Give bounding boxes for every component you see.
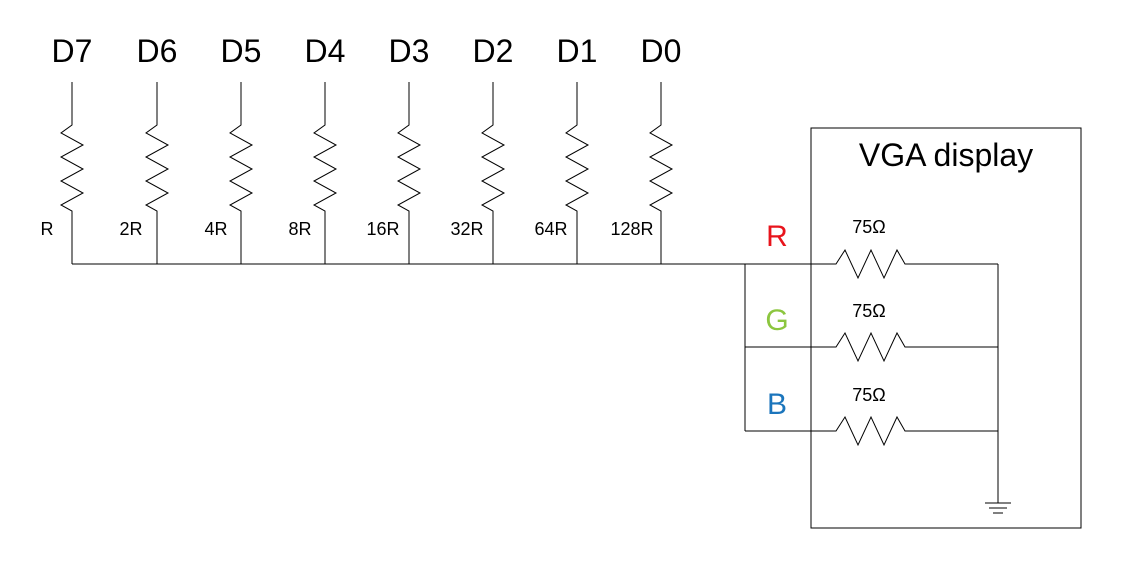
data-line-label-d7: D7 xyxy=(52,33,93,69)
ground-icon xyxy=(985,502,1011,514)
resistor-value-d2: 32R xyxy=(450,219,483,239)
termination-value-b: 75Ω xyxy=(852,385,885,405)
channel-label-g: G xyxy=(765,304,788,337)
resistor-value-d7: R xyxy=(41,219,54,239)
resistor-d5 xyxy=(228,82,254,264)
resistor-d2 xyxy=(480,82,506,264)
resistor-value-d3: 16R xyxy=(366,219,399,239)
termination-value-r: 75Ω xyxy=(852,217,885,237)
channel-connector xyxy=(744,263,826,432)
data-line-label-d6: D6 xyxy=(137,33,178,69)
resistor-d3 xyxy=(396,82,422,264)
resistor-value-d1: 64R xyxy=(534,219,567,239)
data-line-label-d4: D4 xyxy=(305,33,346,69)
resistor-d6 xyxy=(144,82,170,264)
termination-resistor-b xyxy=(826,415,998,447)
resistor-value-d5: 4R xyxy=(204,219,227,239)
resistor-value-d4: 8R xyxy=(288,219,311,239)
data-line-label-d0: D0 xyxy=(641,33,682,69)
data-line-label-d1: D1 xyxy=(557,33,598,69)
termination-resistor-g xyxy=(826,331,998,363)
resistor-d7 xyxy=(59,82,85,264)
data-line-label-d2: D2 xyxy=(473,33,514,69)
resistor-d0 xyxy=(648,82,674,264)
channel-label-r: R xyxy=(766,220,788,253)
vga-display-box xyxy=(810,127,1082,529)
resistor-d4 xyxy=(312,82,338,264)
termination-resistor-r xyxy=(826,248,998,280)
resistor-d1 xyxy=(564,82,590,264)
resistor-value-d0: 128R xyxy=(610,219,653,239)
channel-label-b: B xyxy=(767,388,787,421)
data-line-label-d5: D5 xyxy=(221,33,262,69)
resistor-value-d6: 2R xyxy=(119,219,142,239)
vga-display-title: VGA display xyxy=(859,137,1033,173)
termination-value-g: 75Ω xyxy=(852,301,885,321)
data-line-label-d3: D3 xyxy=(389,33,430,69)
